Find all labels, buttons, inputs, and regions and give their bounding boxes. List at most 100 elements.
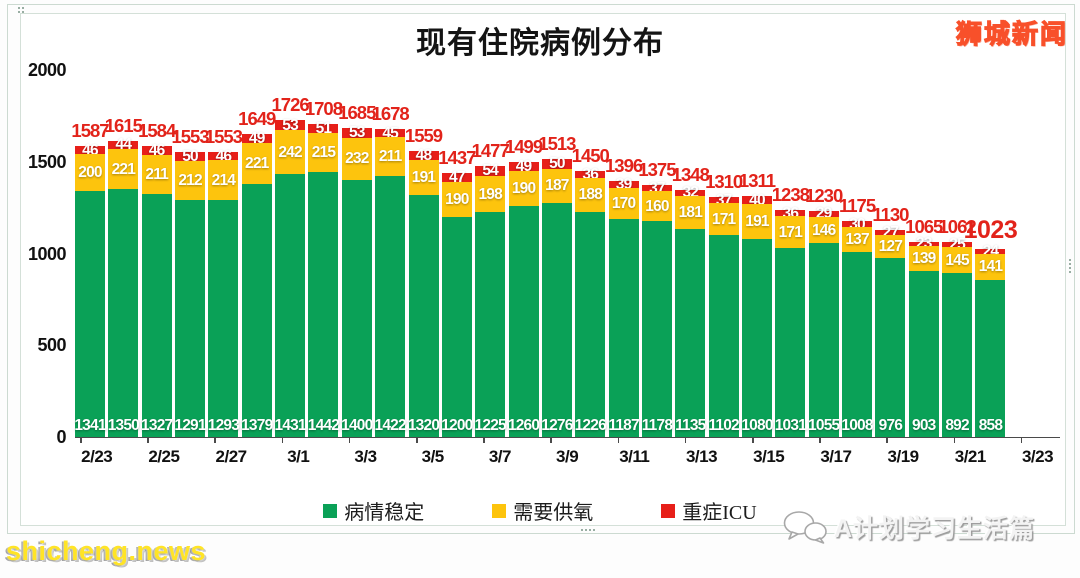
segment-value-label: 181 [678,203,703,221]
segment-value-label: 45 [382,124,398,142]
segment-value-label: 51 [315,119,332,137]
x-axis-tick [214,437,216,443]
bar-segment-stable: 1431 [274,174,307,437]
bar-segment-icu: 37 [708,192,739,208]
stacked-bar: 1379 221 49 1649 [238,108,276,437]
segment-value-label: 1055 [808,417,840,434]
x-axis-tick [416,437,418,443]
stacked-bar: 1178 160 37 1375 [638,159,677,437]
segment-value-label: 191 [745,212,769,230]
segment-value-label: 242 [278,143,302,161]
y-axis-label: 500 [37,335,66,356]
total-value-label: 1559 [404,124,443,146]
total-value-label: 1175 [838,195,876,217]
bar-segment-oxygen: 187 [541,168,572,203]
segment-value-label: 1431 [274,417,306,434]
x-axis-tick [617,437,620,443]
x-axis-line [75,436,1060,438]
bar-segment-stable: 858 [975,279,1006,437]
stacked-bar: 1350 221 44 1615 [105,115,143,437]
chart-title: 现有住院病例分布 [416,27,664,60]
segment-value-label: 1225 [474,417,507,434]
x-axis-tick [80,437,82,443]
segment-value-label: 47 [449,169,465,187]
bar-segment-oxygen: 137 [842,226,873,253]
bar-segment-stable: 1080 [741,238,773,437]
segment-value-label: 1102 [708,417,739,434]
bar-segment-stable: 1350 [108,189,140,437]
segment-value-label: 858 [978,417,1003,434]
legend-swatch [492,503,507,518]
bar-segment-stable: 1225 [474,212,507,437]
segment-value-label: 171 [711,210,736,228]
bar-segment-oxygen: 171 [708,203,739,235]
total-value-label: 1726 [271,94,310,116]
segment-value-label: 46 [148,142,165,160]
segment-value-label: 200 [78,164,102,182]
bar-segment-stable: 1200 [441,216,473,437]
x-axis-label: 3/21 [954,447,987,466]
stacked-bar: 1260 190 49 1499 [505,136,543,437]
bar-segment-oxygen: 188 [575,177,606,213]
stacked-bar: 1031 171 36 1238 [772,184,810,437]
legend-item: 重症ICU [661,496,757,525]
segment-value-label: 137 [845,230,869,248]
segment-value-label: 1226 [574,417,607,434]
x-axis-label: 2/27 [215,447,248,466]
stacked-bar: 1431 242 53 1726 [272,94,310,437]
segment-value-label: 215 [311,144,336,162]
bar-segment-icu: 46 [75,142,105,158]
total-value-label: 1348 [671,163,710,185]
stacked-bar: 976 127 27 1130 [872,204,909,437]
x-axis-label: 2/23 [81,447,113,466]
segment-value-label: 1031 [774,417,807,434]
stacked-bar: 1225 198 54 1477 [472,140,510,437]
segment-value-label: 190 [445,190,469,208]
x-axis-tick [684,437,687,443]
stacked-bar: 1442 215 51 1708 [305,98,343,437]
bar-segment-oxygen: 242 [275,130,306,175]
segment-value-label: 49 [248,130,265,148]
total-value-label: 1238 [771,183,810,205]
segment-value-label: 1008 [841,417,873,434]
x-axis-tick [147,437,149,443]
total-value-label: 1649 [238,108,276,130]
x-axis-tick [1020,437,1023,443]
segment-value-label: 139 [912,250,936,268]
legend-label: 病情稳定 [344,502,425,524]
total-value-label: 1450 [571,144,610,166]
legend-item: 需要供氧 [492,496,593,525]
segment-value-label: 170 [611,195,636,213]
bar-segment-stable: 1400 [341,180,373,437]
bar-segment-oxygen: 181 [675,195,706,229]
bar-segment-oxygen: 221 [241,143,272,184]
stacked-bar: 903 139 23 1065 [905,216,943,437]
x-axis-label: 3/11 [619,447,650,466]
bar-segment-stable: 976 [875,257,906,437]
bar-segment-stable: 1226 [574,212,607,437]
segment-value-label: 1327 [141,417,173,434]
total-value-label: 1587 [71,119,109,141]
legend-item: 病情稳定 [323,496,424,525]
stacked-bar: 892 145 25 1062 [939,216,977,437]
x-axis-tick [483,437,485,443]
bar-segment-stable: 1055 [808,243,840,437]
bar-segment-icu: 40 [742,192,772,208]
bar-segment-stable: 1341 [74,190,106,437]
bar-segment-oxygen: 221 [108,148,139,190]
bar-segment-oxygen: 214 [208,160,239,200]
x-axis-label: 3/3 [354,447,377,466]
x-axis-tick [953,437,956,443]
total-value-label: 1130 [872,203,909,225]
x-axis-label: 3/15 [753,447,785,466]
segment-value-label: 53 [282,116,298,134]
segment-value-label: 48 [415,146,432,164]
x-axis-tick [752,437,754,443]
bar-segment-oxygen: 127 [875,234,906,258]
segment-value-label: 1276 [541,417,573,434]
segment-value-label: 211 [145,165,168,183]
bar-segment-stable: 1379 [241,183,273,437]
segment-value-label: 1379 [241,417,273,434]
bar-segment-oxygen: 146 [808,216,839,244]
bar-segment-icu: 50 [175,149,206,164]
